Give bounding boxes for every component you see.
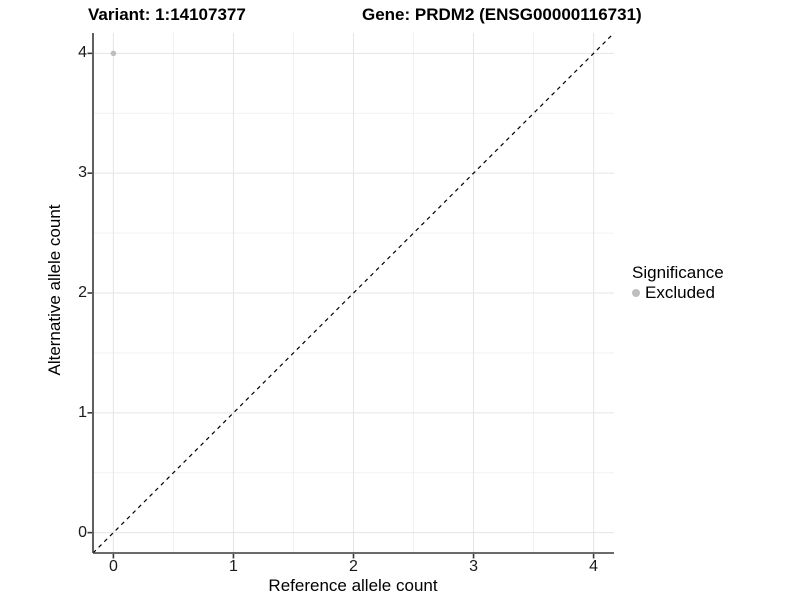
y-tick-label: 0 (78, 523, 87, 541)
legend-point-swatch (632, 289, 640, 297)
x-tick-label: 3 (469, 558, 478, 575)
scatter-point (110, 50, 117, 57)
legend-title: Significance (632, 263, 724, 282)
y-tick-label: 1 (78, 403, 87, 421)
x-tick-label: 0 (108, 558, 118, 575)
x-axis-title: Reference allele count (268, 576, 438, 595)
legend-item-excluded: Excluded (632, 283, 724, 303)
y-axis-title: Alternative allele count (45, 204, 64, 376)
axis-tick-marks (87, 52, 595, 559)
x-tick-label: 1 (229, 558, 238, 575)
x-tick-label: 2 (349, 558, 358, 575)
y-tick-label: 2 (78, 284, 87, 301)
data-points (110, 50, 117, 57)
legend: Significance Excluded (632, 263, 724, 303)
variant-title: Variant: 1:14107377 (88, 5, 246, 24)
gene-title: Gene: PRDM2 (ENSG00000116731) (362, 5, 642, 24)
identity-line (92, 32, 615, 554)
y-tick-label: 4 (78, 44, 87, 62)
legend-item-label: Excluded (645, 283, 715, 302)
axis-lines (92, 33, 614, 554)
y-tick-label: 3 (78, 164, 87, 182)
x-tick-label: 4 (589, 558, 599, 575)
